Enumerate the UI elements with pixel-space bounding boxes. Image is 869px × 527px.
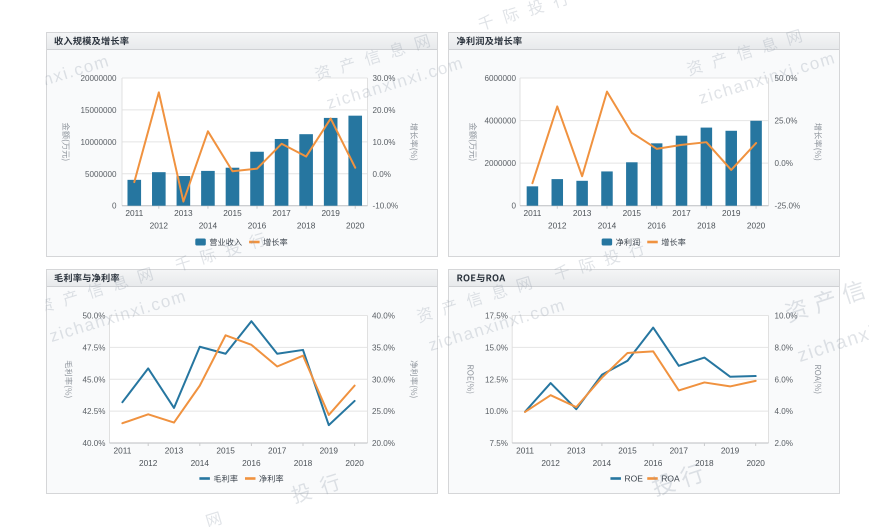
svg-text:-10.0%: -10.0% [373, 202, 399, 211]
svg-text:25.0%: 25.0% [775, 117, 798, 126]
svg-text:35.0%: 35.0% [372, 343, 395, 352]
svg-text:2011: 2011 [516, 445, 534, 455]
svg-text:2014: 2014 [199, 221, 218, 231]
svg-text:2013: 2013 [573, 208, 592, 218]
svg-text:2015: 2015 [618, 445, 637, 455]
svg-text:15000000: 15000000 [80, 106, 117, 115]
svg-text:20.0%: 20.0% [372, 439, 395, 448]
svg-text:40.0%: 40.0% [372, 312, 395, 321]
svg-text:30.0%: 30.0% [373, 74, 396, 83]
svg-text:2020: 2020 [346, 221, 365, 231]
svg-text:2015: 2015 [223, 208, 242, 218]
svg-text:2015: 2015 [216, 445, 235, 455]
svg-text:2012: 2012 [548, 221, 567, 231]
svg-text:2.0%: 2.0% [775, 439, 793, 448]
svg-text:10.0%: 10.0% [775, 312, 798, 321]
svg-text:2013: 2013 [165, 445, 184, 455]
svg-text:7.5%: 7.5% [490, 439, 508, 448]
svg-text:2016: 2016 [248, 221, 267, 231]
svg-text:2020: 2020 [345, 458, 364, 468]
svg-text:50.0%: 50.0% [775, 74, 798, 83]
svg-text:2011: 2011 [125, 208, 143, 218]
svg-text:2020: 2020 [746, 458, 765, 468]
svg-text:4000000: 4000000 [484, 117, 516, 126]
svg-text:2018: 2018 [297, 221, 316, 231]
svg-text:0.0%: 0.0% [373, 170, 391, 179]
svg-text:2012: 2012 [150, 221, 169, 231]
svg-text:ROE: ROE [624, 474, 643, 484]
svg-text:2019: 2019 [722, 208, 741, 218]
svg-text:0: 0 [112, 202, 117, 211]
svg-text:47.5%: 47.5% [83, 343, 106, 352]
svg-text:2000000: 2000000 [484, 159, 516, 168]
svg-text:4.0%: 4.0% [775, 407, 793, 416]
svg-text:-25.0%: -25.0% [775, 202, 801, 211]
svg-text:2013: 2013 [174, 208, 193, 218]
svg-text:6.0%: 6.0% [775, 375, 793, 384]
svg-text:6000000: 6000000 [484, 74, 516, 83]
svg-text:10.0%: 10.0% [485, 407, 508, 416]
svg-text:zichanxinxi.com: zichanxinxi.com [795, 298, 869, 366]
svg-text:20.0%: 20.0% [373, 106, 396, 115]
svg-text:2016: 2016 [647, 221, 666, 231]
svg-text:2012: 2012 [541, 458, 560, 468]
svg-text:2016: 2016 [644, 458, 663, 468]
svg-text:40.0%: 40.0% [83, 439, 106, 448]
svg-text:2018: 2018 [294, 458, 313, 468]
svg-text:2014: 2014 [593, 458, 612, 468]
svg-text:2020: 2020 [747, 221, 766, 231]
svg-text:2016: 2016 [242, 458, 261, 468]
svg-text:45.0%: 45.0% [83, 375, 106, 384]
svg-text:2011: 2011 [113, 445, 131, 455]
svg-text:2011: 2011 [523, 208, 541, 218]
svg-text:2019: 2019 [321, 208, 340, 218]
svg-text:0.0%: 0.0% [775, 159, 793, 168]
svg-text:10000000: 10000000 [80, 138, 117, 147]
svg-text:ROA: ROA [661, 474, 680, 484]
svg-text:2014: 2014 [191, 458, 210, 468]
svg-text:2019: 2019 [721, 445, 740, 455]
svg-text:2013: 2013 [567, 445, 586, 455]
svg-text:2015: 2015 [623, 208, 642, 218]
svg-text:8.0%: 8.0% [775, 343, 793, 352]
svg-text:0: 0 [511, 202, 516, 211]
svg-text:2017: 2017 [268, 445, 287, 455]
svg-text:2017: 2017 [670, 445, 689, 455]
svg-text:2017: 2017 [272, 208, 291, 218]
svg-text:12.5%: 12.5% [485, 375, 508, 384]
svg-text:25.0%: 25.0% [372, 407, 395, 416]
svg-text:30.0%: 30.0% [372, 375, 395, 384]
svg-text:10.0%: 10.0% [373, 138, 396, 147]
svg-text:15.0%: 15.0% [485, 343, 508, 352]
svg-text:2019: 2019 [320, 445, 339, 455]
svg-text:42.5%: 42.5% [83, 407, 106, 416]
svg-text:2012: 2012 [139, 458, 158, 468]
svg-text:5000000: 5000000 [85, 170, 117, 179]
svg-text:2014: 2014 [598, 221, 617, 231]
svg-text:20000000: 20000000 [80, 74, 117, 83]
svg-text:50.0%: 50.0% [83, 312, 106, 321]
svg-text:2017: 2017 [672, 208, 691, 218]
svg-text:17.5%: 17.5% [485, 312, 508, 321]
svg-text:2018: 2018 [697, 221, 716, 231]
svg-text:2018: 2018 [695, 458, 714, 468]
